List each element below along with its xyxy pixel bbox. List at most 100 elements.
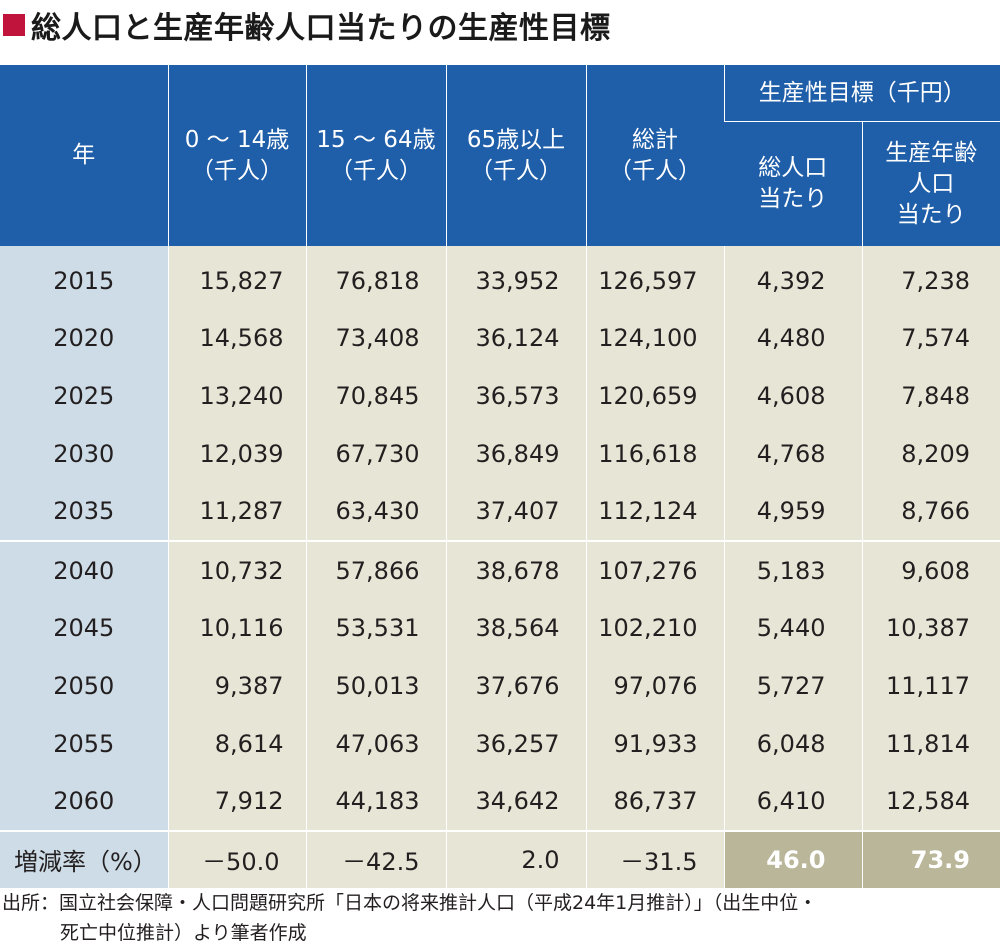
year-cell: 2030: [0, 424, 168, 483]
value-cell-b: 50,013: [305, 657, 446, 715]
value-cell-c: 33,952: [445, 246, 586, 310]
value-cell-a: 9,387: [167, 657, 306, 715]
source-line-1: 出所：国立社会保障・人口問題研究所「日本の将来推計人口（平成24年1月推計）」（…: [2, 892, 818, 914]
value-cell-a: 14,568: [167, 309, 306, 368]
value-cell-total: 97,076: [585, 657, 724, 715]
header-age-65-plus: 65歳以上 （千人）: [445, 64, 586, 246]
table-row: 2015 15,827 76,818 33,952 126,597 4,392 7,238: [0, 246, 1000, 310]
page-title: 総人口と生産年齢人口当たりの生産性目標: [31, 11, 611, 46]
value-cell-a: 10,732: [167, 539, 306, 600]
value-cell-c: 37,676: [445, 657, 586, 715]
title-square-marker: [3, 14, 25, 36]
value-cell-total: 91,933: [585, 714, 724, 773]
header-age-15-64: 15 ～ 64歳 （千人）: [305, 64, 446, 246]
change-rate-b: －42.5: [305, 829, 446, 888]
change-rate-a: －50.0: [167, 829, 306, 888]
value-cell-c: 38,564: [445, 599, 586, 658]
value-cell-pw: 10,387: [861, 599, 1000, 658]
year-cell: 2035: [0, 482, 168, 541]
change-rate-pw: 73.9: [861, 829, 1000, 888]
title-bar: 総人口と生産年齢人口当たりの生産性目標: [0, 0, 1000, 50]
value-cell-pw: 8,766: [861, 482, 1000, 541]
value-cell-total: 120,659: [585, 367, 724, 425]
value-cell-total: 112,124: [585, 482, 724, 541]
value-cell-c: 34,642: [445, 772, 586, 831]
value-cell-pw: 11,814: [861, 714, 1000, 773]
table-row: 2035 11,287 63,430 37,407 112,124 4,959 8,766: [0, 482, 1000, 541]
value-cell-pt: 6,410: [723, 772, 862, 831]
value-cell-b: 57,866: [305, 539, 446, 600]
value-cell-b: 76,818: [305, 246, 446, 310]
value-cell-c: 36,257: [445, 714, 586, 773]
table-row: 2045 10,116 53,531 38,564 102,210 5,440 10,387: [0, 599, 1000, 658]
header-total: 総計 （千人）: [585, 64, 724, 246]
value-cell-b: 63,430: [305, 482, 446, 541]
table-row: 2040 10,732 57,866 38,678 107,276 5,183 9,608: [0, 539, 1000, 600]
value-cell-pt: 5,440: [723, 599, 862, 658]
value-cell-c: 38,678: [445, 539, 586, 600]
table-row: 2025 13,240 70,845 36,573 120,659 4,608 7,848: [0, 367, 1000, 425]
table-row: 2055 8,614 47,063 36,257 91,933 6,048 11,814: [0, 714, 1000, 773]
value-cell-b: 70,845: [305, 367, 446, 425]
value-cell-pw: 12,584: [861, 772, 1000, 831]
value-cell-c: 36,124: [445, 309, 586, 368]
year-cell: 2040: [0, 539, 168, 600]
value-cell-pt: 4,959: [723, 482, 862, 541]
year-cell: 2015: [0, 246, 168, 310]
value-cell-b: 73,408: [305, 309, 446, 368]
value-cell-a: 8,614: [167, 714, 306, 773]
value-cell-pt: 6,048: [723, 714, 862, 773]
value-cell-b: 47,063: [305, 714, 446, 773]
year-cell: 2060: [0, 772, 168, 831]
value-cell-a: 11,287: [167, 482, 306, 541]
change-rate-row: 増減率（%） －50.0 －42.5 2.0 －31.5 46.0 73.9: [0, 829, 1000, 888]
header-year: 年: [0, 64, 168, 246]
value-cell-pw: 7,848: [861, 367, 1000, 425]
value-cell-pt: 5,727: [723, 657, 862, 715]
year-cell: 2045: [0, 599, 168, 658]
table-row: 2060 7,912 44,183 34,642 86,737 6,410 12,584: [0, 772, 1000, 831]
value-cell-total: 86,737: [585, 772, 724, 831]
source-line-2: 死亡中位推計）より筆者作成: [60, 922, 307, 944]
value-cell-a: 7,912: [167, 772, 306, 831]
value-cell-c: 36,573: [445, 367, 586, 425]
header-per-working-age-population: 生産年齢 人口 当たり: [861, 121, 1000, 246]
table-row: 2020 14,568 73,408 36,124 124,100 4,480 7,574: [0, 309, 1000, 368]
header-productivity-target: 生産性目標（千円）: [723, 64, 1000, 122]
value-cell-pw: 9,608: [861, 539, 1000, 600]
header-age-0-14: 0 ～ 14歳 （千人）: [167, 64, 306, 246]
population-productivity-table: 年 0 ～ 14歳 （千人） 15 ～ 64歳 （千人） 65歳以上 （千人） 総計（…: [0, 64, 1000, 888]
value-cell-c: 37,407: [445, 482, 586, 541]
change-rate-c: 2.0: [445, 829, 586, 888]
value-cell-b: 44,183: [305, 772, 446, 831]
value-cell-total: 107,276: [585, 539, 724, 600]
value-cell-total: 126,597: [585, 246, 724, 310]
value-cell-total: 102,210: [585, 599, 724, 658]
table-row: 2030 12,039 67,730 36,849 116,618 4,768 8,209: [0, 424, 1000, 483]
value-cell-pw: 11,117: [861, 657, 1000, 715]
value-cell-pt: 4,608: [723, 367, 862, 425]
header-per-total-population: 総人口 当たり: [724, 121, 862, 246]
value-cell-pw: 7,238: [861, 246, 1000, 310]
year-cell: 2050: [0, 657, 168, 715]
value-cell-pw: 7,574: [861, 309, 1000, 368]
value-cell-c: 36,849: [445, 424, 586, 483]
value-cell-total: 116,618: [585, 424, 724, 483]
year-cell: 2025: [0, 367, 168, 425]
value-cell-pt: 4,480: [723, 309, 862, 368]
value-cell-pt: 4,768: [723, 424, 862, 483]
change-rate-label: 増減率（%）: [0, 829, 168, 888]
value-cell-total: 124,100: [585, 309, 724, 368]
value-cell-b: 67,730: [305, 424, 446, 483]
value-cell-b: 53,531: [305, 599, 446, 658]
value-cell-a: 15,827: [167, 246, 306, 310]
table-row: 2050 9,387 50,013 37,676 97,076 5,727 11,117: [0, 657, 1000, 715]
year-cell: 2020: [0, 309, 168, 368]
value-cell-pw: 8,209: [861, 424, 1000, 483]
value-cell-pt: 5,183: [723, 539, 862, 600]
value-cell-a: 10,116: [167, 599, 306, 658]
change-rate-total: －31.5: [585, 829, 724, 888]
value-cell-a: 12,039: [167, 424, 306, 483]
value-cell-a: 13,240: [167, 367, 306, 425]
year-cell: 2055: [0, 714, 168, 773]
